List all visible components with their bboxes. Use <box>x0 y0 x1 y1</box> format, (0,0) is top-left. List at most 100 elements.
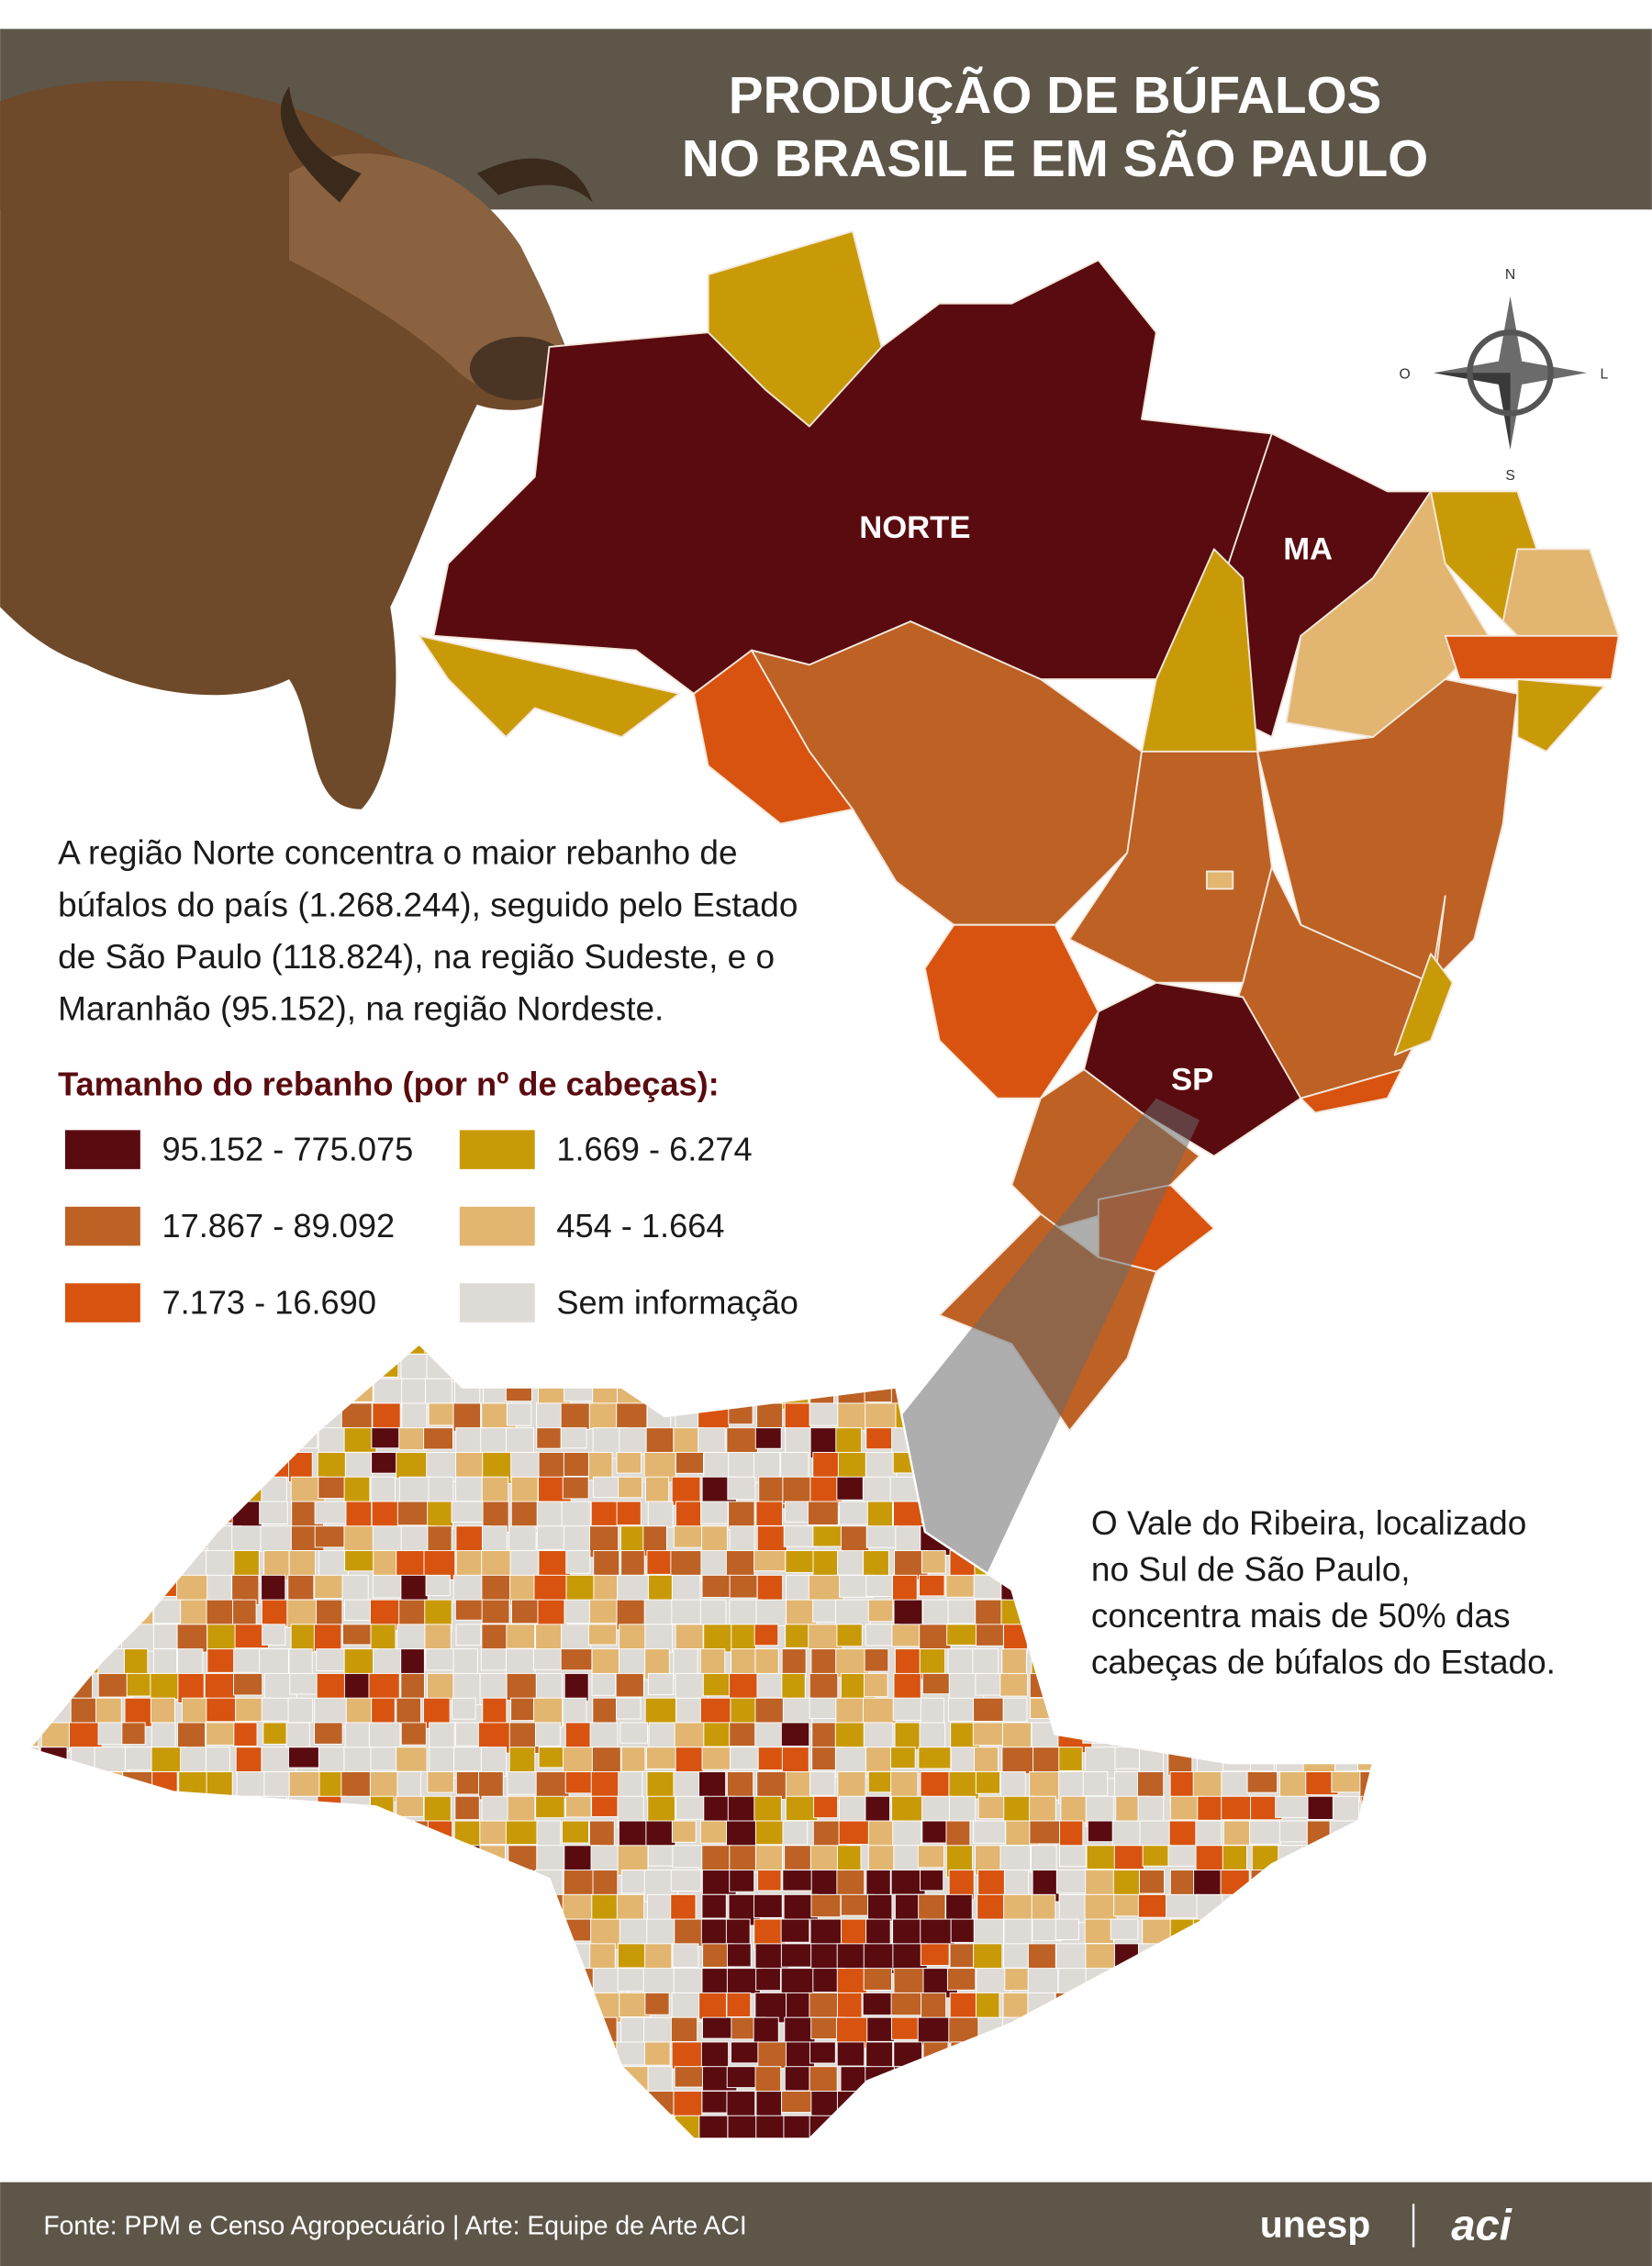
municipality <box>481 1525 508 1553</box>
municipality <box>372 1525 405 1551</box>
municipality <box>1278 2066 1302 2088</box>
municipality <box>205 1476 229 1504</box>
municipality <box>1137 1893 1167 1918</box>
municipality <box>620 1747 646 1772</box>
municipality <box>945 1820 971 1847</box>
municipality <box>96 1845 128 1876</box>
municipality <box>262 2041 290 2071</box>
municipality <box>1056 1624 1092 1657</box>
logo-aci: aci <box>1451 2202 1512 2250</box>
municipality <box>1302 2016 1336 2041</box>
municipality <box>95 2140 122 2161</box>
municipality <box>181 1378 206 1400</box>
compass-letter: S <box>1505 468 1515 484</box>
municipality <box>28 1452 42 1484</box>
municipality <box>479 1845 506 1877</box>
municipality <box>1169 1378 1195 1408</box>
state <box>1205 870 1234 890</box>
municipality <box>368 2016 401 2044</box>
municipality <box>1138 1870 1165 1894</box>
municipality <box>151 1918 186 1941</box>
municipality <box>261 1992 287 2020</box>
municipality <box>398 1476 432 1506</box>
municipality <box>563 1870 597 1897</box>
municipality <box>1334 2140 1364 2169</box>
municipality <box>729 2140 757 2169</box>
municipality <box>313 1992 349 2016</box>
municipality <box>1248 1427 1281 1457</box>
municipality <box>40 1722 70 1752</box>
municipality <box>507 2041 540 2067</box>
municipality <box>175 1550 210 1577</box>
municipality <box>834 2115 867 2139</box>
municipality <box>1138 1697 1169 1720</box>
municipality <box>783 1525 818 1547</box>
municipality <box>973 1943 1003 1970</box>
municipality <box>177 1918 209 1946</box>
municipality <box>122 2140 150 2162</box>
municipality <box>1251 1943 1287 1968</box>
municipality <box>124 2090 149 2115</box>
municipality <box>314 1525 346 1548</box>
municipality <box>399 1845 429 1877</box>
municipality <box>482 2016 508 2041</box>
municipality <box>1029 1624 1060 1649</box>
municipality <box>315 1845 352 1869</box>
municipality <box>977 2066 1003 2095</box>
municipality <box>975 1771 1001 1794</box>
municipality <box>288 1943 320 1973</box>
municipality <box>671 1992 703 2023</box>
map-label: MA <box>1283 531 1333 566</box>
municipality <box>1113 1968 1146 2001</box>
municipality <box>483 2140 516 2162</box>
municipality <box>372 1574 404 1599</box>
municipality <box>538 1353 569 1386</box>
municipality <box>400 1672 425 1699</box>
municipality <box>618 2090 652 2116</box>
municipality <box>153 1893 189 1924</box>
municipality <box>616 2066 649 2096</box>
municipality <box>343 1476 371 1504</box>
municipality <box>205 1452 240 1475</box>
municipality <box>509 2066 539 2092</box>
municipality <box>973 1697 1004 1722</box>
municipality <box>1030 2140 1061 2161</box>
municipality <box>425 1574 451 1597</box>
municipality <box>1084 1918 1114 1944</box>
municipality <box>180 1427 215 1457</box>
municipality <box>153 2140 184 2170</box>
municipality <box>95 1795 122 1821</box>
municipality <box>1222 1943 1248 1966</box>
municipality <box>589 1722 619 1750</box>
municipality <box>920 2066 947 2089</box>
municipality <box>28 1550 39 1579</box>
municipality <box>726 2066 757 2089</box>
municipality <box>726 1943 752 1968</box>
municipality <box>644 1992 670 2015</box>
municipality <box>538 1747 564 1769</box>
municipality <box>428 2041 458 2067</box>
municipality <box>314 2016 343 2049</box>
municipality <box>396 2041 423 2070</box>
municipality <box>648 1722 676 1752</box>
municipality <box>535 1968 568 1997</box>
municipality <box>72 2066 102 2097</box>
municipality <box>809 1672 839 1703</box>
municipality <box>1361 1697 1373 1722</box>
municipality <box>207 1402 236 1432</box>
municipality <box>66 1574 101 1602</box>
municipality <box>726 1968 761 1994</box>
municipality <box>176 2066 209 2097</box>
municipality <box>28 1672 39 1699</box>
municipality <box>181 1992 209 2020</box>
municipality <box>673 1771 703 1801</box>
municipality <box>236 1893 262 1926</box>
municipality <box>425 2140 452 2169</box>
municipality <box>286 2090 318 2120</box>
municipality <box>921 1344 954 1358</box>
municipality <box>673 1353 703 1385</box>
municipality <box>698 1771 727 1800</box>
municipality <box>587 1452 613 1481</box>
municipality <box>592 2115 626 2139</box>
